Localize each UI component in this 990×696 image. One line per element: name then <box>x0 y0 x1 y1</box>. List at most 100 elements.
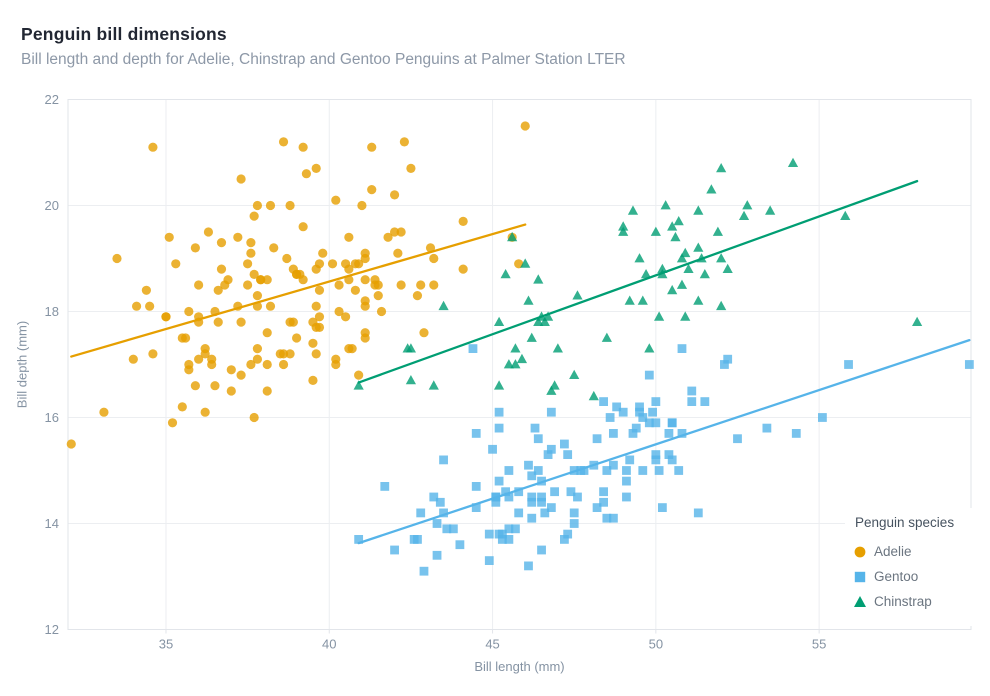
data-point-adelie[interactable] <box>314 322 325 332</box>
data-point-gentoo[interactable] <box>635 407 644 417</box>
data-point-adelie[interactable] <box>262 359 272 370</box>
data-point-gentoo[interactable] <box>439 455 448 465</box>
data-point-gentoo[interactable] <box>599 497 608 507</box>
data-point-chinstrap[interactable] <box>569 369 580 379</box>
data-point-chinstrap[interactable] <box>722 263 733 273</box>
data-point-gentoo[interactable] <box>628 429 638 438</box>
data-point-adelie[interactable] <box>262 386 272 396</box>
data-point-gentoo[interactable] <box>700 397 710 406</box>
data-point-gentoo[interactable] <box>651 397 661 406</box>
data-point-adelie[interactable] <box>161 312 171 322</box>
data-point-chinstrap[interactable] <box>510 359 521 369</box>
data-point-gentoo[interactable] <box>687 397 697 406</box>
data-point-adelie[interactable] <box>314 285 325 295</box>
data-point-gentoo[interactable] <box>648 407 657 417</box>
data-point-adelie[interactable] <box>458 264 468 274</box>
data-point-adelie[interactable] <box>298 275 308 285</box>
data-point-adelie[interactable] <box>184 306 194 317</box>
data-point-chinstrap[interactable] <box>539 316 550 326</box>
data-point-gentoo[interactable] <box>602 513 612 523</box>
data-point-adelie[interactable] <box>216 238 227 248</box>
data-point-adelie[interactable] <box>285 317 295 327</box>
data-point-adelie[interactable] <box>350 259 360 269</box>
trendline-gentoo[interactable] <box>357 338 971 545</box>
data-point-gentoo[interactable] <box>527 492 537 502</box>
data-point-gentoo[interactable] <box>514 487 524 497</box>
data-point-gentoo[interactable] <box>419 566 429 576</box>
data-point-chinstrap[interactable] <box>405 343 417 353</box>
data-point-adelie[interactable] <box>416 280 426 290</box>
data-point-gentoo[interactable] <box>501 487 511 497</box>
data-point-gentoo[interactable] <box>504 535 514 544</box>
data-point-gentoo[interactable] <box>674 466 684 475</box>
data-point-adelie[interactable] <box>99 407 109 417</box>
data-point-chinstrap[interactable] <box>676 253 688 263</box>
data-point-gentoo[interactable] <box>566 487 576 497</box>
data-point-adelie[interactable] <box>396 227 406 237</box>
data-point-chinstrap[interactable] <box>526 332 537 342</box>
data-point-gentoo[interactable] <box>635 402 644 412</box>
data-point-chinstrap[interactable] <box>667 284 678 295</box>
data-point-adelie[interactable] <box>249 412 259 423</box>
data-point-gentoo[interactable] <box>439 508 448 518</box>
legend-item-adelie[interactable]: Adelie <box>853 539 990 564</box>
data-point-adelie[interactable] <box>458 216 468 226</box>
data-point-adelie[interactable] <box>360 301 370 311</box>
data-point-gentoo[interactable] <box>413 535 422 544</box>
data-point-adelie[interactable] <box>311 163 321 173</box>
data-point-adelie[interactable] <box>265 301 276 311</box>
data-point-gentoo[interactable] <box>608 513 618 523</box>
data-point-chinstrap[interactable] <box>716 253 727 263</box>
data-point-adelie[interactable] <box>180 333 191 343</box>
data-point-chinstrap[interactable] <box>650 226 661 236</box>
data-point-chinstrap[interactable] <box>507 231 518 242</box>
data-point-chinstrap[interactable] <box>699 269 710 279</box>
data-point-gentoo[interactable] <box>605 413 615 422</box>
data-point-gentoo[interactable] <box>693 508 703 518</box>
data-point-chinstrap[interactable] <box>634 253 645 263</box>
data-point-adelie[interactable] <box>194 280 204 290</box>
data-point-gentoo[interactable] <box>468 344 478 353</box>
data-point-adelie[interactable] <box>354 370 364 380</box>
data-point-chinstrap[interactable] <box>640 269 652 279</box>
data-point-adelie[interactable] <box>389 190 400 200</box>
data-point-chinstrap[interactable] <box>667 221 678 231</box>
data-point-adelie[interactable] <box>373 291 383 301</box>
data-point-chinstrap[interactable] <box>588 390 599 401</box>
data-point-gentoo[interactable] <box>677 344 687 353</box>
data-point-adelie[interactable] <box>298 142 308 152</box>
data-point-chinstrap[interactable] <box>572 290 583 300</box>
data-point-adelie[interactable] <box>249 269 259 279</box>
data-point-adelie[interactable] <box>331 195 341 205</box>
data-point-adelie[interactable] <box>246 238 256 248</box>
data-point-adelie[interactable] <box>278 137 289 147</box>
data-point-gentoo[interactable] <box>791 429 801 438</box>
data-point-adelie[interactable] <box>243 280 253 290</box>
data-point-adelie[interactable] <box>213 317 223 327</box>
data-point-adelie[interactable] <box>314 312 325 322</box>
data-point-chinstrap[interactable] <box>912 316 923 326</box>
data-point-gentoo[interactable] <box>494 529 504 539</box>
data-point-chinstrap[interactable] <box>503 359 514 369</box>
data-point-gentoo[interactable] <box>546 444 556 454</box>
data-point-adelie[interactable] <box>236 317 246 327</box>
data-point-adelie[interactable] <box>213 285 223 295</box>
data-point-gentoo[interactable] <box>537 476 546 486</box>
data-point-chinstrap[interactable] <box>637 295 648 305</box>
data-point-gentoo[interactable] <box>602 466 612 475</box>
data-point-adelie[interactable] <box>278 359 289 370</box>
data-point-adelie[interactable] <box>357 200 367 211</box>
data-point-adelie[interactable] <box>226 365 236 375</box>
data-point-chinstrap[interactable] <box>693 295 704 305</box>
data-point-adelie[interactable] <box>246 359 256 370</box>
data-point-adelie[interactable] <box>344 232 354 242</box>
data-point-gentoo[interactable] <box>494 423 504 433</box>
trendline-adelie[interactable] <box>70 223 527 358</box>
data-point-adelie[interactable] <box>282 253 292 264</box>
data-point-gentoo[interactable] <box>497 535 507 544</box>
data-point-gentoo[interactable] <box>563 450 573 459</box>
data-point-gentoo[interactable] <box>667 418 677 428</box>
data-point-gentoo[interactable] <box>504 524 514 534</box>
data-point-adelie[interactable] <box>285 200 295 211</box>
data-point-chinstrap[interactable] <box>618 226 629 236</box>
